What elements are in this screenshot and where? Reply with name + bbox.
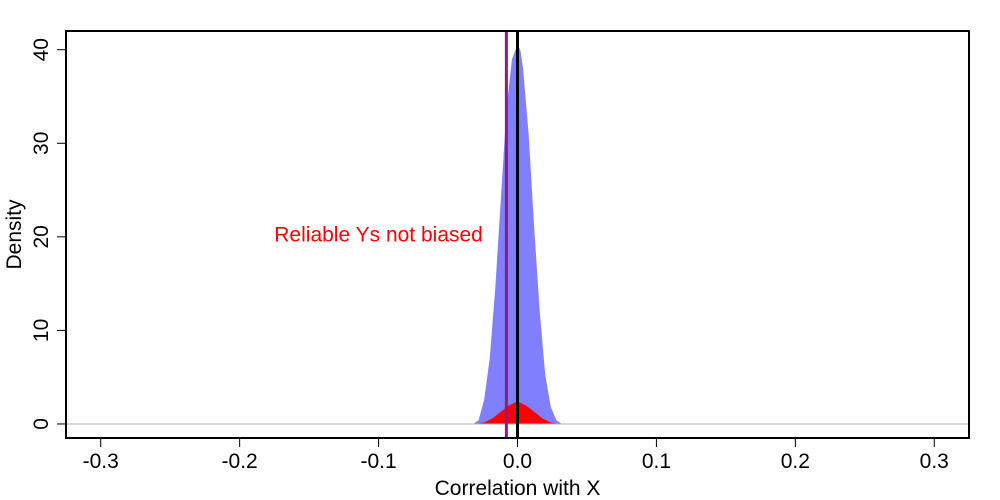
y-tick-label: 20 xyxy=(30,225,53,248)
annotations: Reliable Ys not biased xyxy=(274,224,483,247)
y-tick-label: 0 xyxy=(30,418,53,430)
y-axis: 0 10 20 30 40 xyxy=(30,38,67,430)
x-axis-title: Correlation with X xyxy=(435,477,601,500)
reference-lines xyxy=(504,31,519,438)
y-tick-label: 10 xyxy=(30,319,53,342)
y-tick-label: 40 xyxy=(30,38,53,61)
x-tick-label: -0.1 xyxy=(360,450,396,473)
y-tick-label: 30 xyxy=(30,132,53,155)
x-tick-label: 0.3 xyxy=(920,450,949,473)
annotation-1: Reliable Ys not biased xyxy=(274,224,483,247)
x-axis: -0.3 -0.2 -0.1 0.0 0.1 0.2 0.3 xyxy=(83,437,949,473)
x-tick-label: 0.2 xyxy=(781,450,810,473)
x-tick-label: -0.2 xyxy=(222,450,258,473)
x-tick-label: 0.0 xyxy=(503,450,532,473)
x-tick-label: -0.3 xyxy=(83,450,119,473)
x-tick-label: 0.1 xyxy=(642,450,671,473)
y-axis-title: Density xyxy=(3,199,26,270)
